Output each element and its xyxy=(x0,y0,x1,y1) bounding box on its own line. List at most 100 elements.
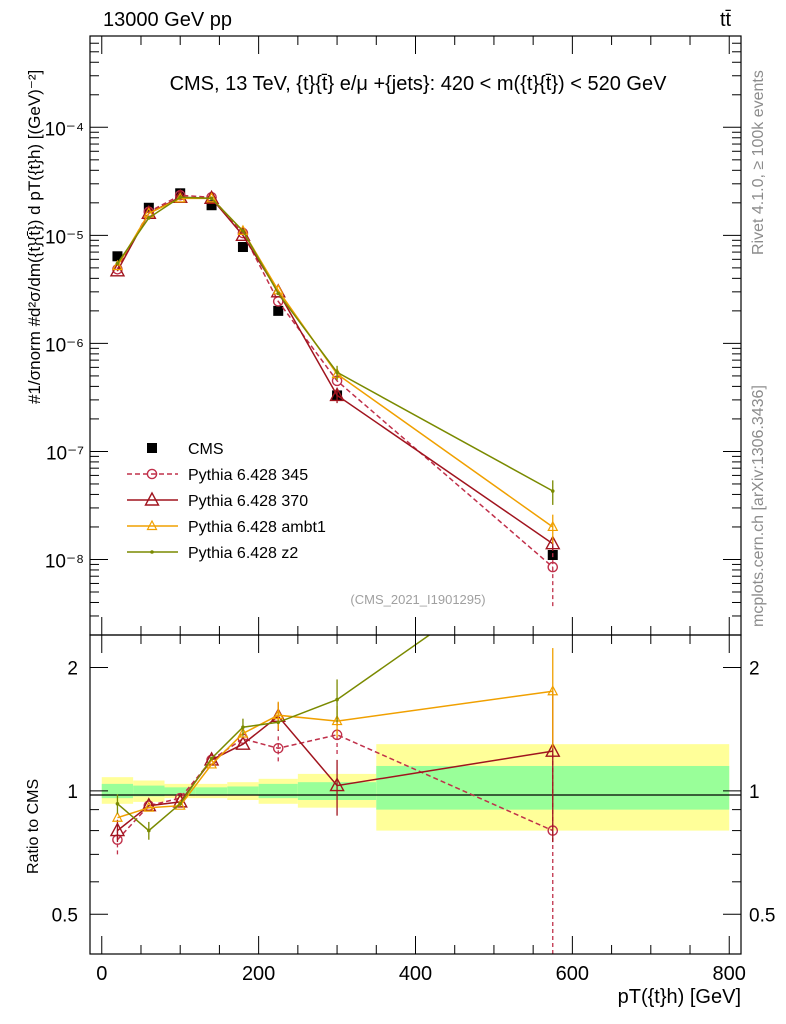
point-p345 xyxy=(272,743,284,754)
point-z2 xyxy=(276,720,281,725)
band-inner xyxy=(133,785,165,797)
ratio-frame xyxy=(89,634,742,955)
point-z2 xyxy=(209,756,214,761)
y-tick-label: 10⁻⁵ xyxy=(45,227,84,248)
rivet-label: Rivet 4.1.0, ≥ 100k events xyxy=(750,70,767,255)
point-ambt1 xyxy=(331,714,343,726)
ratio-y-ticks: 0.5 0.5 1 1 2 2 xyxy=(52,658,776,926)
ratio-y-axis-label: Ratio to CMS xyxy=(25,779,42,874)
point-ambt1 xyxy=(143,801,155,812)
energy-label: 13000 GeV pp xyxy=(103,9,232,31)
point-CMS xyxy=(273,305,284,316)
series-z2 xyxy=(115,635,431,840)
legend-item-z2: Pythia 6.428 z2 xyxy=(127,545,298,562)
ratio-tick-label: 0.5 xyxy=(52,905,78,926)
y-tick-label: 10⁻⁶ xyxy=(45,335,84,356)
band-inner xyxy=(227,786,259,796)
point-z2 xyxy=(241,725,245,729)
legend-label: CMS xyxy=(188,441,224,458)
point-ambt1 xyxy=(237,224,249,235)
x-tick-label: 0 xyxy=(96,963,107,985)
point-ambt1 xyxy=(111,259,123,271)
point-ambt1 xyxy=(111,811,123,822)
point-ambt1 xyxy=(547,684,559,696)
point-p370 xyxy=(109,822,126,837)
main-panel: 10⁻⁸ 10⁻⁷ 10⁻⁶ 10⁻⁵ 10⁻⁴ CMS, 13 TeV, {t}{t̄… xyxy=(25,35,742,636)
main-y-axis-label: #1/σnorm #d²σ/dm({t}{t̄}) d pT({t}h) [(G… xyxy=(25,70,44,404)
legend-marker xyxy=(150,550,154,554)
point-p370 xyxy=(329,777,345,792)
point-z2 xyxy=(115,801,120,806)
x-tick-label: 600 xyxy=(556,963,589,985)
point-z2 xyxy=(241,229,245,233)
point-z2 xyxy=(115,261,120,266)
legend-marker xyxy=(146,468,158,480)
legend-marker xyxy=(144,491,160,506)
point-p370 xyxy=(545,742,561,757)
y-tick-label: 10⁻⁴ xyxy=(45,119,84,140)
y-tick-label: 10⁻⁷ xyxy=(46,443,84,464)
point-CMS xyxy=(237,242,248,253)
legend-label: Pythia 6.428 345 xyxy=(188,467,308,484)
point-z2 xyxy=(178,195,182,200)
series-line-p370 xyxy=(117,715,553,832)
legend-marker xyxy=(146,519,158,531)
band-inner xyxy=(258,783,298,799)
x-axis-label: pT({t}h) [GeV] xyxy=(618,986,741,1008)
point-z2 xyxy=(209,196,214,201)
legend-item-CMS: CMS xyxy=(147,441,224,458)
x-tick-label: 400 xyxy=(399,963,432,985)
legend-item-ambt1: Pythia 6.428 ambt1 xyxy=(127,519,326,536)
ratio-tick-label: 1 xyxy=(67,782,78,803)
legend-label: Pythia 6.428 370 xyxy=(188,493,308,510)
series-CMS xyxy=(112,188,558,561)
main-y-ticks: 10⁻⁸ 10⁻⁷ 10⁻⁶ 10⁻⁵ 10⁻⁴ xyxy=(45,35,741,636)
series-z2 xyxy=(115,195,555,505)
ratio-tick-label-right: 0.5 xyxy=(749,905,775,926)
series-line-z2 xyxy=(116,196,554,492)
series-line-p345 xyxy=(116,194,554,568)
ratio-tick-label: 2 xyxy=(67,658,78,679)
point-p370 xyxy=(545,535,561,550)
point-z2 xyxy=(276,291,281,296)
point-ambt1 xyxy=(272,708,284,720)
point-p370 xyxy=(235,735,251,750)
x-axis-ticks: 0 200 400 600 800 xyxy=(96,36,746,985)
ratio-uncertainty-bands xyxy=(101,744,730,831)
legend-label: Pythia 6.428 ambt1 xyxy=(188,519,326,536)
point-ambt1 xyxy=(237,727,249,738)
mcplots-label: mcplots.cern.ch [arXiv:1306.3436] xyxy=(750,385,767,627)
y-tick-label: 10⁻⁸ xyxy=(45,551,84,572)
ratio-tick-label-right: 2 xyxy=(749,658,760,679)
x-tick-label: 200 xyxy=(242,963,275,985)
series-line-z2 xyxy=(117,635,431,832)
ratio-panel: 0.5 0.5 1 1 2 2 0 200 400 600 800 Ratio to CMS pT… xyxy=(25,36,775,1008)
point-z2 xyxy=(335,697,339,702)
band-inner xyxy=(195,787,228,795)
point-p370 xyxy=(203,189,220,205)
point-ambt1 xyxy=(206,758,218,769)
point-z2 xyxy=(147,828,151,833)
legend: CMS Pythia 6.428 345 Pythia 6.428 370 Pythi… xyxy=(127,441,326,562)
ratio-tick-label-right: 1 xyxy=(749,782,760,803)
main-series-layer xyxy=(109,188,561,607)
legend-marker xyxy=(147,443,157,453)
point-p370 xyxy=(329,386,345,402)
legend-label: Pythia 6.428 z2 xyxy=(188,545,298,562)
band-inner xyxy=(164,787,196,795)
point-ambt1 xyxy=(547,520,559,532)
legend-item-p370: Pythia 6.428 370 xyxy=(127,491,308,510)
point-z2 xyxy=(178,801,182,806)
ratio-series-layer xyxy=(109,635,561,954)
legend-item-p345: Pythia 6.428 345 xyxy=(127,467,308,484)
x-tick-label: 800 xyxy=(713,963,746,985)
point-p345 xyxy=(547,561,559,573)
point-CMS xyxy=(206,200,217,211)
series-line-ambt1 xyxy=(116,197,554,528)
process-label: tt̄ xyxy=(720,9,732,31)
point-z2 xyxy=(147,216,151,220)
analysis-watermark: (CMS_2021_I1901295) xyxy=(350,592,485,607)
point-z2 xyxy=(335,370,339,375)
plot-title: CMS, 13 TeV, {t}{t̄} e/μ +{jets}: 420 < … xyxy=(170,73,668,95)
